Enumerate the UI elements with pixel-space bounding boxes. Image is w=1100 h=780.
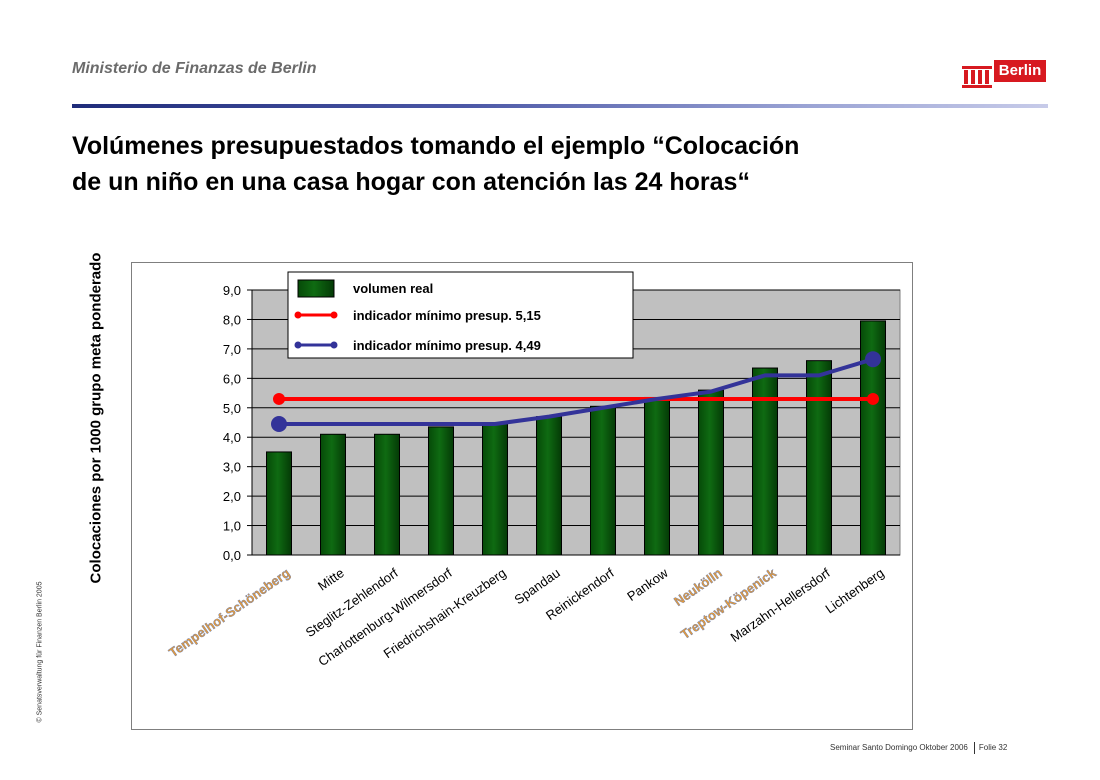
y-tick-label: 9,0 <box>223 283 241 298</box>
bar <box>698 389 724 556</box>
header-rule <box>72 104 1048 108</box>
y-axis-title: Colocaciones por 1000 grupo meta pondera… <box>87 252 105 584</box>
copyright-note: © Senatsverwaltung für Finanzen Berlin 2… <box>36 581 44 723</box>
y-tick-label: 2,0 <box>223 489 241 504</box>
y-tick-label: 5,0 <box>223 401 241 416</box>
y-tick-label: 8,0 <box>223 312 241 327</box>
x-tick-label: Pankow <box>624 565 671 604</box>
footer-separator <box>973 742 975 754</box>
y-tick-label: 4,0 <box>223 430 241 445</box>
legend-swatch-marker <box>330 341 338 349</box>
x-tick-label: Steglitz-Zehlendorf <box>303 565 401 640</box>
x-tick-label: Lichtenberg <box>822 565 886 616</box>
bar <box>752 367 778 556</box>
red-line-marker <box>867 392 879 405</box>
blue-line-marker <box>865 351 881 368</box>
y-tick-label: 1,0 <box>223 519 241 534</box>
legend-swatch-marker <box>330 311 338 319</box>
y-tick-label: 0,0 <box>223 548 241 563</box>
bear-pillars-icon <box>962 66 992 88</box>
bar <box>320 433 346 556</box>
legend-label-line: indicador mínimo presup. 5,15 <box>353 308 541 323</box>
bar-line-chart: 0,0 1,0 2,0 3,0 4,0 5,0 6,0 7,0 8,0 9,0 Tempelhof-… <box>166 271 901 669</box>
y-tick-label: 6,0 <box>223 371 241 386</box>
y-tick-label: 3,0 <box>223 460 241 475</box>
ministry-name: Ministerio de Finanzas de Berlin <box>72 60 317 77</box>
x-tick-label: Spandau <box>511 565 562 607</box>
red-line-marker <box>273 392 285 405</box>
legend-label-bar: volumen real <box>353 281 433 296</box>
bar <box>644 396 670 556</box>
title-line-1: Volúmenes presupuestados tomando el ejem… <box>72 132 800 160</box>
title-line-2: de un niño en una casa hogar con atenció… <box>72 168 750 196</box>
legend-swatch-bar <box>297 279 335 298</box>
x-tick-label: Mitte <box>315 565 347 593</box>
berlin-logo: Berlin <box>960 58 1050 92</box>
bar <box>428 426 454 556</box>
y-tick-label: 7,0 <box>223 342 241 357</box>
logo-wordmark: Berlin <box>994 60 1046 82</box>
blue-line-marker <box>271 415 287 432</box>
bar <box>374 433 400 556</box>
bar <box>266 451 292 556</box>
legend-label-line: indicador mínimo presup. 4,49 <box>353 338 541 353</box>
x-tick-label: Treptow-Köpenick <box>678 565 780 642</box>
legend-swatch-marker <box>294 341 302 349</box>
bar <box>536 416 562 556</box>
legend-swatch-marker <box>294 311 302 319</box>
x-tick-label: Tempelhof-Schöneberg <box>166 565 293 660</box>
footer-seminar: Seminar Santo Domingo Oktober 2006 <box>830 743 968 753</box>
bar <box>482 423 508 556</box>
bar <box>806 360 832 556</box>
x-tick-label: Marzahn-Hellersdorf <box>728 565 833 645</box>
blue-line-series <box>279 357 874 426</box>
bar <box>590 405 616 556</box>
page-title: Volúmenes presupuestados tomando el ejem… <box>72 128 1012 200</box>
legend <box>287 271 634 359</box>
footer-slide-number: Folie 32 <box>978 743 1008 753</box>
footer: Seminar Santo Domingo Oktober 2006 Folie … <box>830 742 1060 754</box>
